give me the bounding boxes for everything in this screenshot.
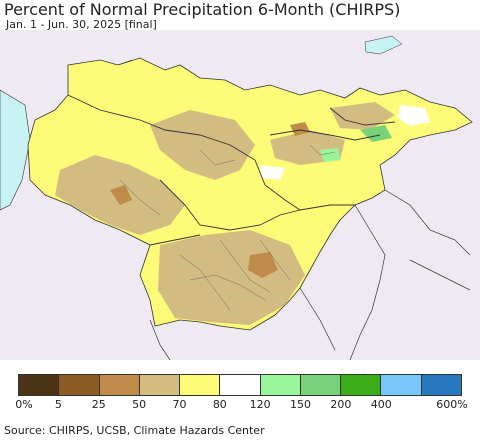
legend-swatch <box>421 375 461 395</box>
legend-label: 80 <box>212 398 227 411</box>
legend-label: 70 <box>172 398 187 411</box>
zone-dry-1 <box>110 185 132 205</box>
zone-kyrgyz <box>330 102 395 130</box>
province-borders <box>119 144 336 311</box>
legend-swatch <box>341 375 382 395</box>
zone-normal-1 <box>398 105 430 126</box>
legend-label: 0% <box>15 398 33 411</box>
zone-dry-3 <box>290 122 310 136</box>
zone-dry-2 <box>248 252 278 278</box>
legend-swatch <box>220 375 261 395</box>
lake-balkhash <box>364 35 403 55</box>
source-credit: Source: CHIRPS, UCSB, Climate Hazards Ce… <box>4 424 265 437</box>
legend-swatch <box>180 375 221 395</box>
neighbor-borders <box>149 189 471 360</box>
legend-swatch <box>260 375 301 395</box>
map-subtitle: Jan. 1 - Jun. 30, 2025 [final] <box>6 18 157 31</box>
legend-label: 600% <box>436 398 468 411</box>
legend-color-bar <box>18 374 462 396</box>
legend-label: 400 <box>370 398 392 411</box>
precipitation-map <box>0 30 480 360</box>
zone-afghanistan <box>158 230 305 325</box>
caspian-sea <box>0 89 31 211</box>
legend-swatch <box>381 375 422 395</box>
legend-label: 200 <box>330 398 352 411</box>
legend-labels: 0% 5 25 50 70 80 120 150 200 400 600% <box>0 398 480 412</box>
legend-label: 5 <box>54 398 62 411</box>
legend-swatch <box>300 375 342 395</box>
legend-swatch <box>139 375 181 395</box>
zone-uzbekistan <box>150 110 255 180</box>
legend-label: 25 <box>91 398 106 411</box>
zone-normal-2 <box>260 165 285 180</box>
legend-label: 150 <box>290 398 312 411</box>
legend-swatch <box>59 375 100 395</box>
legend-swatch <box>99 375 140 395</box>
country-borders <box>67 94 396 246</box>
legend-swatch <box>19 375 60 395</box>
legend-label: 120 <box>249 398 271 411</box>
map-title: Percent of Normal Precipitation 6-Month … <box>4 0 401 19</box>
legend-label: 50 <box>132 398 147 411</box>
zone-wet-2 <box>320 148 340 162</box>
